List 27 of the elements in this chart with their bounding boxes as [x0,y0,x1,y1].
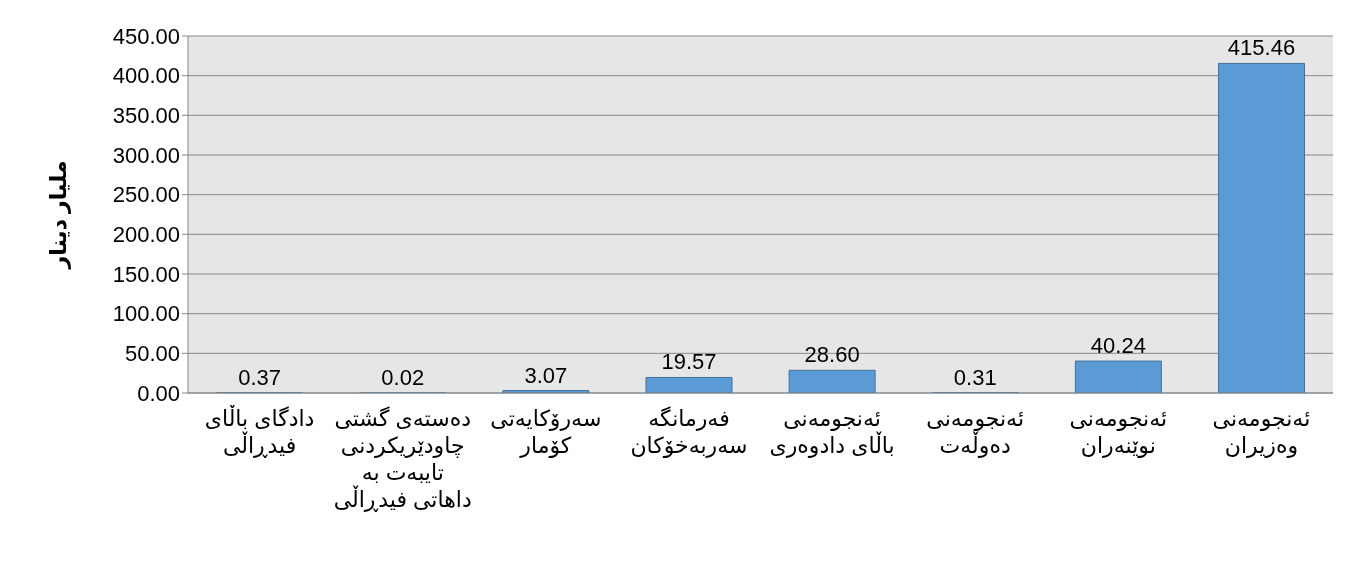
y-tick-label: 350.00 [112,103,180,129]
x-tick-label: ئەنجومەنی باڵای دادوەری [768,405,896,459]
data-label: 3.07 [524,362,568,388]
data-label: 0.37 [238,364,282,390]
data-label: 19.57 [661,349,717,375]
y-tick-label: 150.00 [112,261,180,287]
y-tick-label: 100.00 [112,301,180,327]
y-tick-label: 400.00 [112,63,180,89]
y-tick-label: 0.00 [137,380,180,406]
x-tick-label: دادگای باڵای فیدڕاڵی [203,405,316,459]
y-tick-label: 50.00 [124,341,180,367]
x-tick-label: دەستەی گشتی چاودێریکردنی تایبەت بە داهاتی فیدڕاڵی [332,405,473,513]
data-label: 28.60 [804,342,860,368]
data-label: 0.02 [381,364,425,390]
x-tick-label: سەرۆکایەتی کۆمار [489,405,603,459]
y-tick-label: 250.00 [112,182,180,208]
y-axis-title: ملیار دینار [45,160,71,270]
data-label: 40.24 [1090,333,1146,359]
y-tick-label: 300.00 [112,142,180,168]
data-label: 415.46 [1227,35,1296,61]
y-tick-label: 200.00 [112,222,180,248]
data-label: 0.31 [953,364,997,390]
x-tick-label: ئەنجومەنی دەوڵەت [925,405,1025,459]
y-tick-label: 450.00 [112,23,180,49]
x-tick-label: فەرمانگە سەربەخۆکان [629,405,749,459]
x-tick-label: ئەنجومەنی نوێنەران [1068,405,1169,459]
x-tick-label: ئەنجومەنی وەزیران [1211,405,1312,459]
